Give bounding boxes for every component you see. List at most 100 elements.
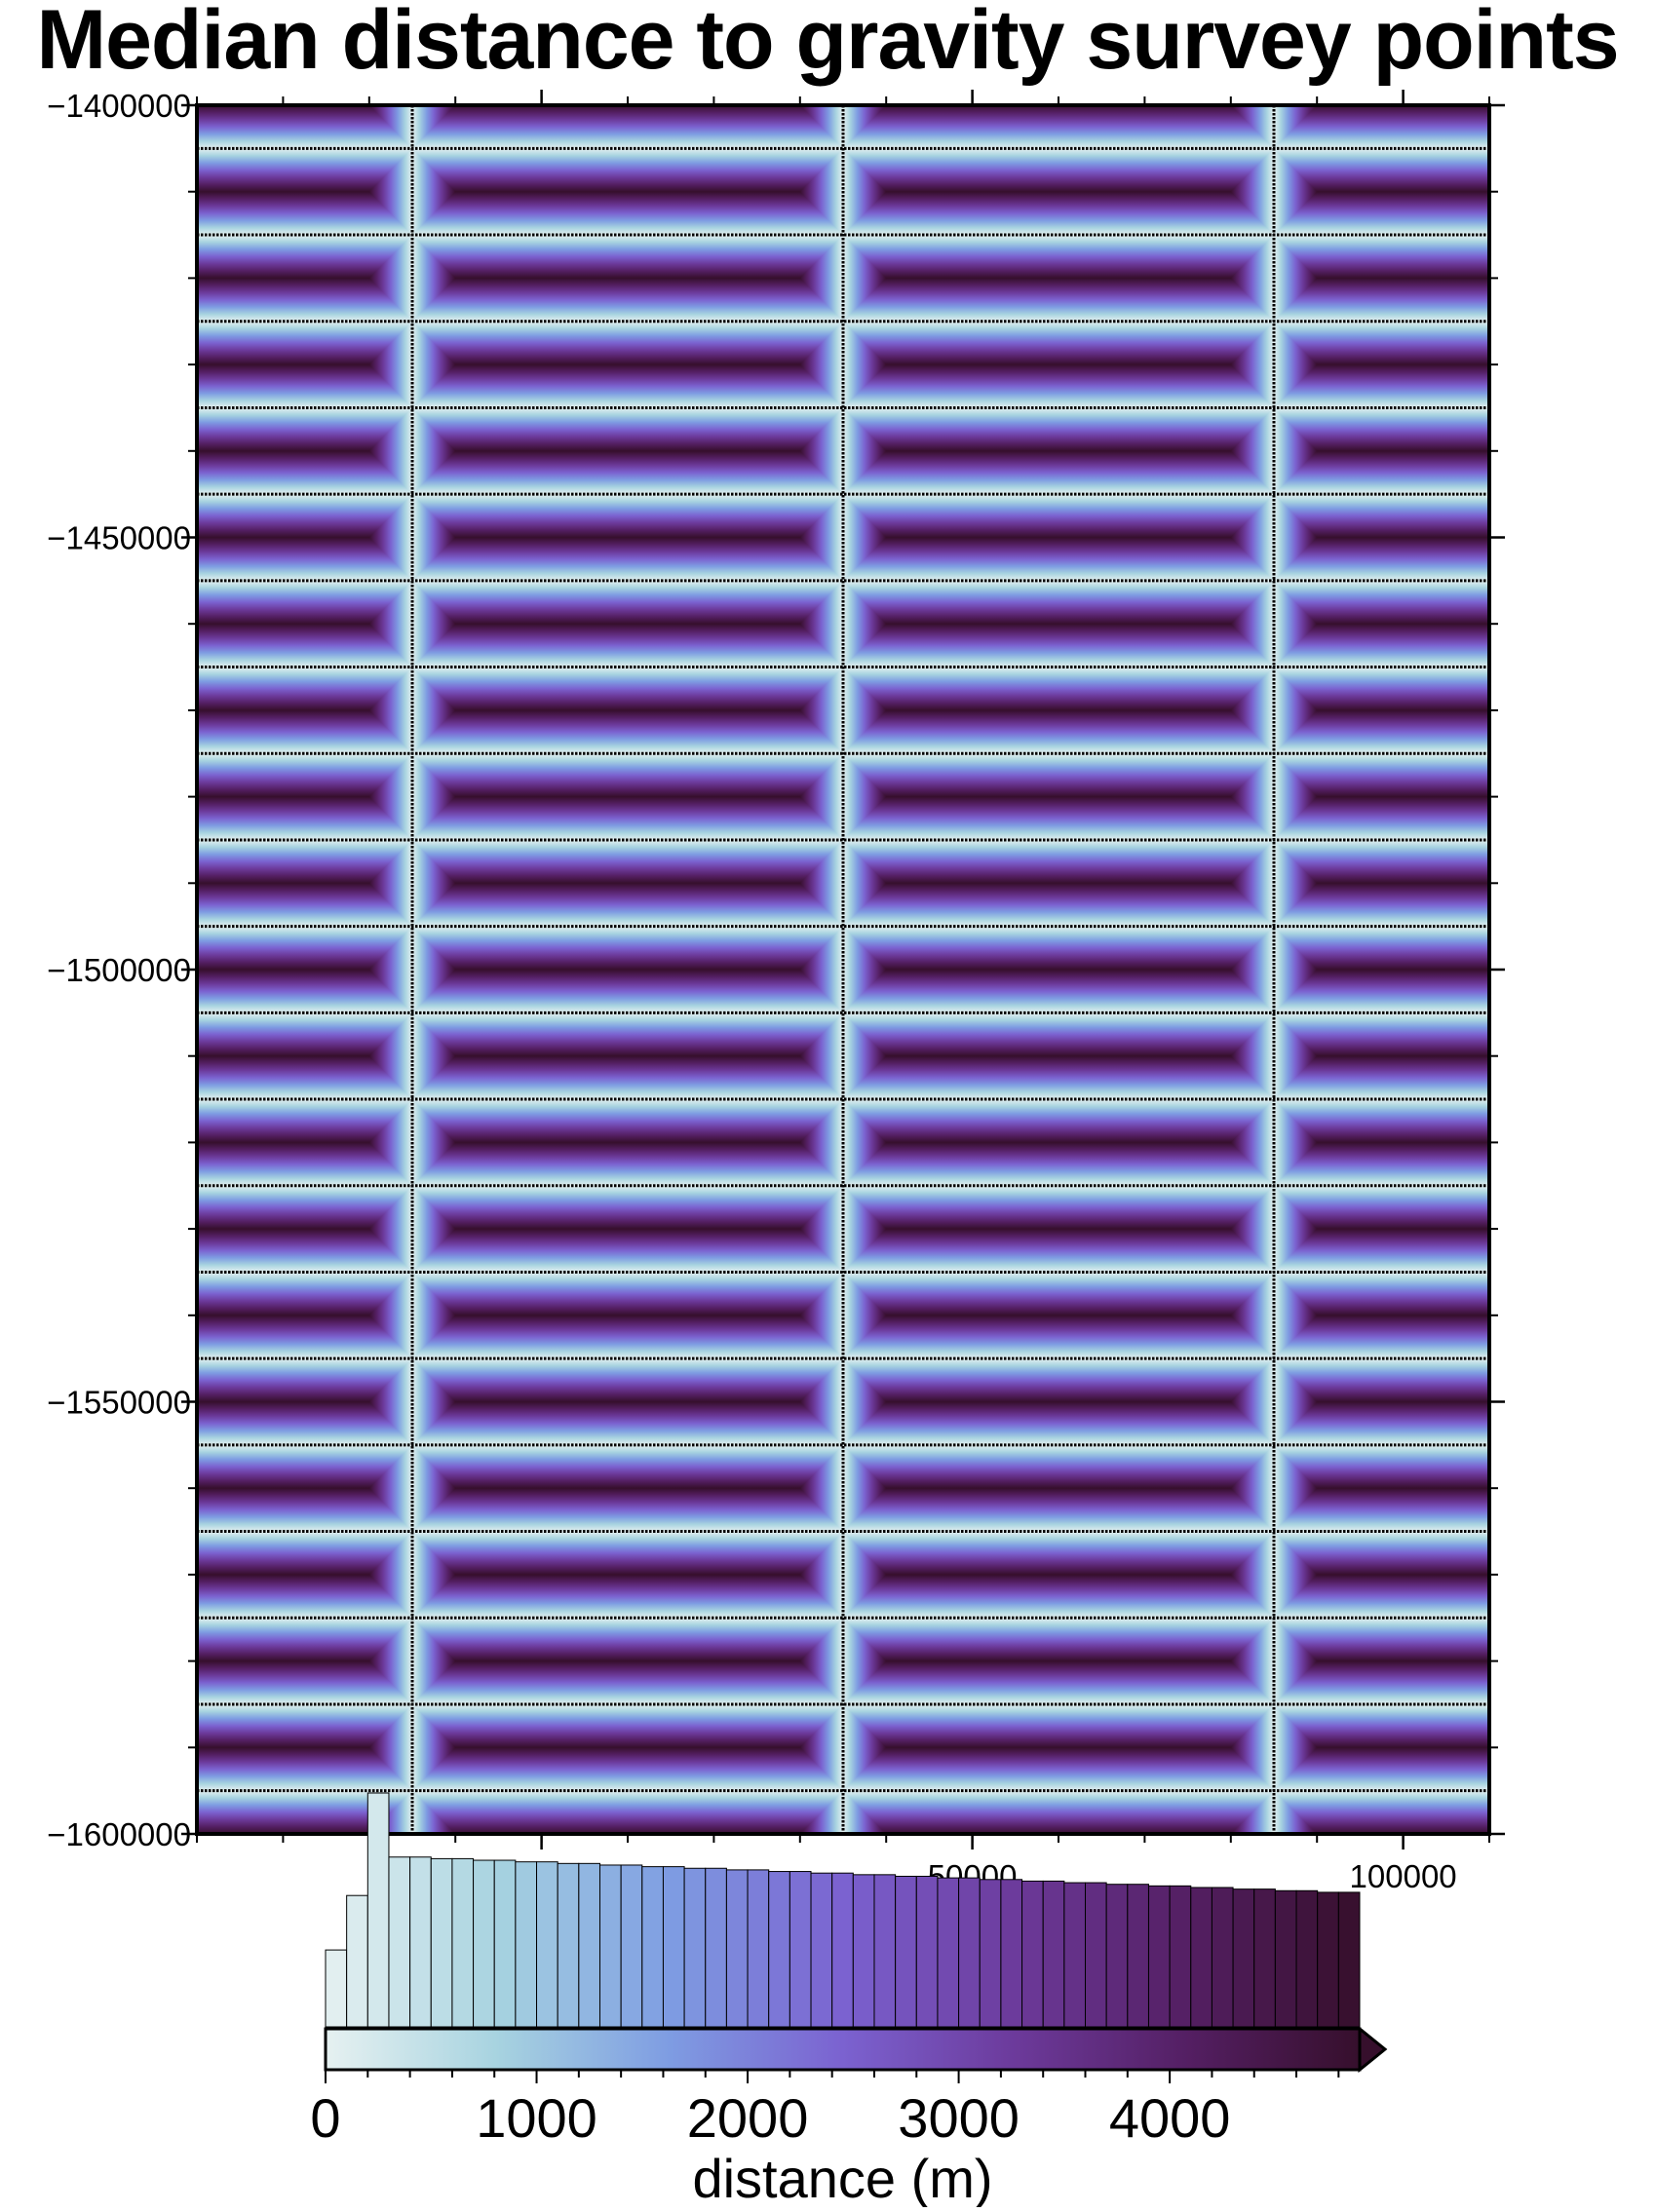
- colorbar-max-arrow: [1358, 2025, 1388, 2074]
- histogram-bar: [346, 1894, 368, 2028]
- distance-wedge-right: [799, 1185, 843, 1273]
- distance-wedge-left: [1274, 1358, 1318, 1445]
- histogram-bar: [451, 1857, 475, 2028]
- distance-wedge-right: [1230, 494, 1274, 581]
- y-tick-label: −1450000: [47, 520, 191, 556]
- distance-wedge-left: [412, 1012, 456, 1100]
- distance-wedge-left: [843, 1618, 887, 1704]
- distance-cell: [412, 1012, 843, 1100]
- distance-cell: [843, 1531, 1274, 1619]
- y-tick-label: −1600000: [47, 1816, 191, 1852]
- distance-wedge-right: [1230, 1618, 1274, 1704]
- distance-wedge-right: [368, 105, 412, 149]
- distance-cell: [412, 1099, 843, 1186]
- distance-wedge-left: [1274, 1272, 1318, 1359]
- distance-wedge-right: [368, 235, 412, 322]
- histogram-bar: [725, 1869, 749, 2028]
- axes-layer: 050000100000−1400000−1450000−1500000−155…: [47, 88, 1505, 1894]
- distance-wedge-left: [843, 1444, 887, 1532]
- colorbar-tick-label: 3000: [898, 2087, 1020, 2149]
- histogram-bar: [1105, 1884, 1129, 2028]
- distance-wedge-right: [1230, 1703, 1274, 1791]
- y-tick-label: −1550000: [47, 1385, 191, 1421]
- distance-wedge-right: [368, 1790, 412, 1834]
- histogram-bar: [789, 1871, 812, 2028]
- histogram-bar: [641, 1866, 664, 2028]
- histogram-bar: [768, 1871, 790, 2028]
- distance-wedge-right: [1230, 1185, 1274, 1273]
- distance-wedge-left: [843, 1099, 887, 1186]
- distance-cell: [412, 1790, 843, 1834]
- distance-cell: [843, 667, 1274, 754]
- distance-wedge-left: [412, 926, 456, 1013]
- distance-wedge-left: [1274, 1790, 1318, 1834]
- distance-wedge-right: [1230, 926, 1274, 1013]
- distance-cell: [412, 1531, 843, 1619]
- distance-wedge-left: [843, 753, 887, 840]
- distance-wedge-left: [1274, 321, 1318, 408]
- histogram-bar: [536, 1861, 558, 2028]
- histogram-bar: [1274, 1889, 1297, 2028]
- distance-wedge-right: [368, 148, 412, 236]
- distance-wedge-left: [843, 148, 887, 236]
- distance-wedge-left: [1274, 1618, 1318, 1704]
- histogram-bar: [852, 1874, 875, 2028]
- histogram-bar: [810, 1872, 833, 2028]
- distance-wedge-right: [799, 1272, 843, 1359]
- distance-wedge-right: [368, 580, 412, 667]
- colorbar-tick-label: 0: [310, 2087, 340, 2149]
- histogram-bar: [683, 1867, 707, 2028]
- histogram-bar: [493, 1859, 517, 2028]
- distance-wedge-right: [1230, 753, 1274, 840]
- distance-cell: [412, 1358, 843, 1445]
- distance-wedge-right: [1230, 235, 1274, 322]
- distance-cell: [843, 321, 1274, 408]
- distance-cell: [843, 753, 1274, 840]
- distance-wedge-right: [368, 407, 412, 495]
- histogram-bar: [1000, 1879, 1023, 2028]
- distance-cell: [412, 407, 843, 495]
- distance-wedge-left: [1274, 1185, 1318, 1273]
- distance-wedge-left: [843, 235, 887, 322]
- distance-wedge-left: [1274, 494, 1318, 581]
- distance-cell: [843, 1272, 1274, 1359]
- distance-wedge-left: [412, 1618, 456, 1704]
- distance-cell: [412, 667, 843, 754]
- distance-wedge-left: [843, 105, 887, 149]
- histogram-bar: [1169, 1885, 1192, 2028]
- histogram-bar: [1295, 1889, 1319, 2028]
- histogram-bar: [1085, 1882, 1107, 2028]
- histogram-bar: [1317, 1891, 1339, 2028]
- distance-wedge-left: [412, 148, 456, 236]
- distance-wedge-left: [1274, 580, 1318, 667]
- histogram-bar: [1337, 1891, 1361, 2028]
- distance-wedge-right: [1230, 105, 1274, 149]
- histogram-bar: [1127, 1884, 1149, 2028]
- distance-wedge-right: [1230, 1099, 1274, 1186]
- distance-wedge-right: [799, 839, 843, 927]
- distance-wedge-right: [799, 1444, 843, 1532]
- distance-cell: [412, 148, 843, 236]
- distance-wedge-left: [1274, 148, 1318, 236]
- distance-wedge-right: [799, 1790, 843, 1834]
- histogram-bar: [473, 1859, 495, 2028]
- distance-wedge-right: [799, 148, 843, 236]
- distance-wedge-right: [368, 1531, 412, 1619]
- distance-wedge-right: [368, 753, 412, 840]
- distance-wedge-left: [1274, 1444, 1318, 1532]
- distance-wedge-right: [1230, 1272, 1274, 1359]
- distance-wedge-right: [368, 1012, 412, 1100]
- histogram-bar: [430, 1857, 453, 2028]
- distance-wedge-right: [1230, 1790, 1274, 1834]
- colorbar-tick-label: 1000: [476, 2087, 597, 2149]
- distance-wedge-right: [1230, 839, 1274, 927]
- distance-cell: [412, 926, 843, 1013]
- distance-cell: [843, 1703, 1274, 1791]
- histogram-bar: [895, 1875, 917, 2028]
- colorbar-label: distance (m): [692, 2148, 992, 2207]
- distance-wedge-right: [799, 407, 843, 495]
- distance-wedge-right: [799, 1703, 843, 1791]
- distance-cell: [843, 580, 1274, 667]
- distance-cell: [843, 1790, 1274, 1834]
